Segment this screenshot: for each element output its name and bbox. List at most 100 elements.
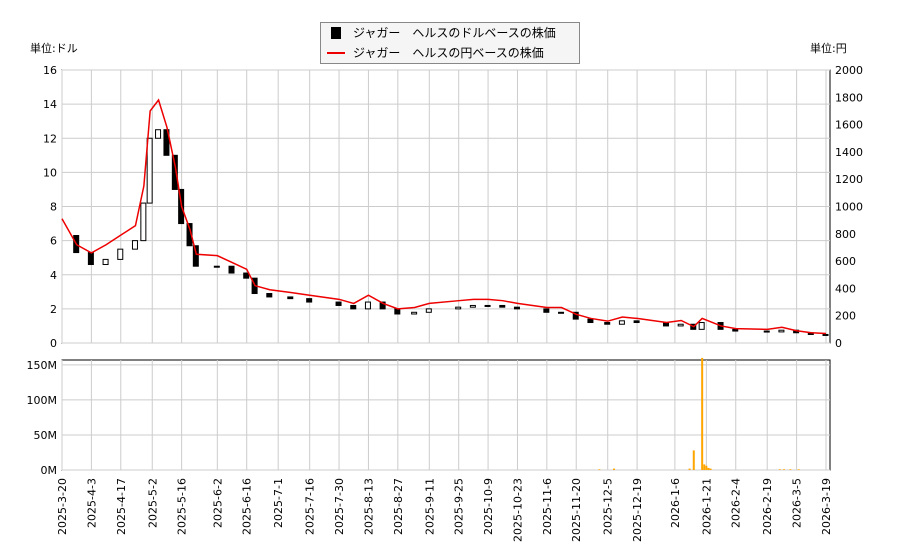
- usd-candle: [266, 293, 273, 298]
- usd-candle: [228, 265, 235, 274]
- usd-candle: [87, 252, 94, 266]
- y-tick-label-jpy: 1400: [835, 146, 863, 159]
- usd-candle: [117, 248, 124, 260]
- y-tick-label-jpy: 1200: [835, 173, 863, 186]
- usd-candle: [698, 322, 705, 330]
- x-tick-label: 2025-9-25: [453, 478, 466, 535]
- legend-label: ジャガー ヘルスのドルベースの株価: [353, 26, 556, 40]
- usd-candle: [484, 304, 491, 307]
- volume-bar: [701, 357, 704, 470]
- y-tick-label-jpy: 1600: [835, 119, 863, 132]
- y-tick-label-usd: 2: [50, 303, 57, 316]
- x-tick-label: 2025-5-16: [176, 478, 189, 535]
- usd-candle: [131, 240, 138, 250]
- volume-bar: [707, 467, 710, 470]
- x-tick-label: 2025-11-20: [570, 478, 583, 542]
- legend: ジャガー ヘルスのドルベースの株価 ジャガー ヘルスの円ベースの株価: [320, 22, 580, 64]
- volume-bar: [692, 450, 695, 470]
- legend-item-usd: ジャガー ヘルスのドルベースの株価: [321, 23, 579, 43]
- usd-candle: [146, 137, 153, 204]
- jpy-swatch: [327, 52, 345, 54]
- volume-tick-label: 100M: [27, 394, 58, 407]
- usd-candle: [618, 320, 625, 325]
- y-tick-label-jpy: 800: [835, 228, 856, 241]
- volume-bar: [703, 464, 706, 470]
- x-tick-label: 2025-9-11: [423, 478, 436, 535]
- usd-candle: [469, 304, 476, 308]
- usd-candle: [822, 333, 829, 336]
- x-tick-label: 2025-4-17: [115, 478, 128, 535]
- x-tick-label: 2026-1-21: [700, 478, 713, 535]
- y-tick-label-usd: 8: [50, 201, 57, 214]
- usd-candle: [306, 298, 313, 303]
- y-tick-label-usd: 14: [43, 98, 57, 111]
- x-tick-label: 2025-6-2: [211, 478, 224, 528]
- usd-candle: [140, 202, 147, 242]
- usd-candle: [499, 304, 506, 308]
- x-tick-label: 2025-4-3: [85, 478, 98, 528]
- x-tick-label: 2025-5-2: [146, 478, 159, 528]
- volume-tick-label: 50M: [34, 429, 58, 442]
- volume-bar: [613, 468, 616, 470]
- x-tick-label: 2026-1-6: [669, 478, 682, 528]
- volume-bar: [783, 469, 786, 470]
- x-tick-label: 2026-2-19: [761, 478, 774, 535]
- x-tick-label: 2026-3-5: [791, 478, 804, 528]
- y-tick-label-jpy: 200: [835, 310, 856, 323]
- y-tick-label-jpy: 600: [835, 255, 856, 268]
- volume-bar: [709, 468, 712, 470]
- y-tick-label-usd: 6: [50, 235, 57, 248]
- y-tick-label-usd: 10: [43, 166, 57, 179]
- x-tick-label: 2026-2-4: [730, 478, 743, 528]
- usd-candle: [287, 296, 294, 300]
- x-tick-label: 2026-3-19: [820, 478, 833, 535]
- y-tick-label-usd: 16: [43, 64, 57, 77]
- volume-bar: [598, 469, 601, 470]
- left-unit-label: 単位:ドル: [30, 42, 78, 55]
- usd-candle: [732, 328, 739, 332]
- y-tick-label-jpy: 400: [835, 282, 856, 295]
- y-tick-label-usd: 0: [50, 337, 57, 350]
- volume-plot-frame: [61, 359, 831, 471]
- usd-candle: [513, 306, 520, 310]
- usd-candle: [394, 308, 401, 315]
- volume-bar: [789, 469, 792, 470]
- usd-candle: [543, 308, 550, 313]
- x-tick-label: 2025-7-16: [304, 478, 317, 535]
- usd-candle: [558, 311, 565, 314]
- x-tick-label: 2025-8-27: [392, 478, 405, 535]
- usd-candle: [364, 301, 371, 310]
- usd-candle: [379, 301, 386, 310]
- right-unit-label: 単位:円: [810, 42, 847, 55]
- jpy-price-line: [61, 98, 827, 335]
- x-tick-label: 2025-12-19: [631, 478, 644, 542]
- usd-candle: [677, 323, 684, 327]
- volume-bar: [778, 469, 781, 470]
- y-tick-label-jpy: 1000: [835, 201, 863, 214]
- legend-label: ジャガー ヘルスの円ベースの株価: [353, 46, 544, 60]
- x-tick-label: 2025-10-9: [482, 478, 495, 535]
- usd-candle: [155, 129, 162, 139]
- y-tick-label-usd: 4: [50, 269, 57, 282]
- x-tick-label: 2025-11-6: [541, 478, 554, 535]
- volume-tick-label: 0M: [41, 464, 58, 477]
- x-tick-label: 2025-6-16: [241, 478, 254, 535]
- usd-candle: [171, 154, 178, 190]
- legend-item-jpy: ジャガー ヘルスの円ベースの株価: [321, 43, 579, 63]
- y-tick-label-jpy: 0: [835, 337, 842, 350]
- usd-candle: [633, 320, 640, 324]
- usd-candle: [335, 301, 342, 306]
- usd-candle: [587, 318, 594, 324]
- usd-swatch: [331, 27, 341, 39]
- volume-tick-label: 150M: [27, 359, 58, 372]
- usd-candle: [192, 245, 199, 267]
- usd-candle: [572, 311, 579, 320]
- usd-candle: [350, 304, 357, 310]
- usd-candle: [425, 308, 432, 313]
- x-tick-label: 2025-7-1: [272, 478, 285, 528]
- volume-bar: [797, 469, 800, 470]
- usd-candle: [213, 265, 220, 268]
- usd-candle: [163, 129, 170, 156]
